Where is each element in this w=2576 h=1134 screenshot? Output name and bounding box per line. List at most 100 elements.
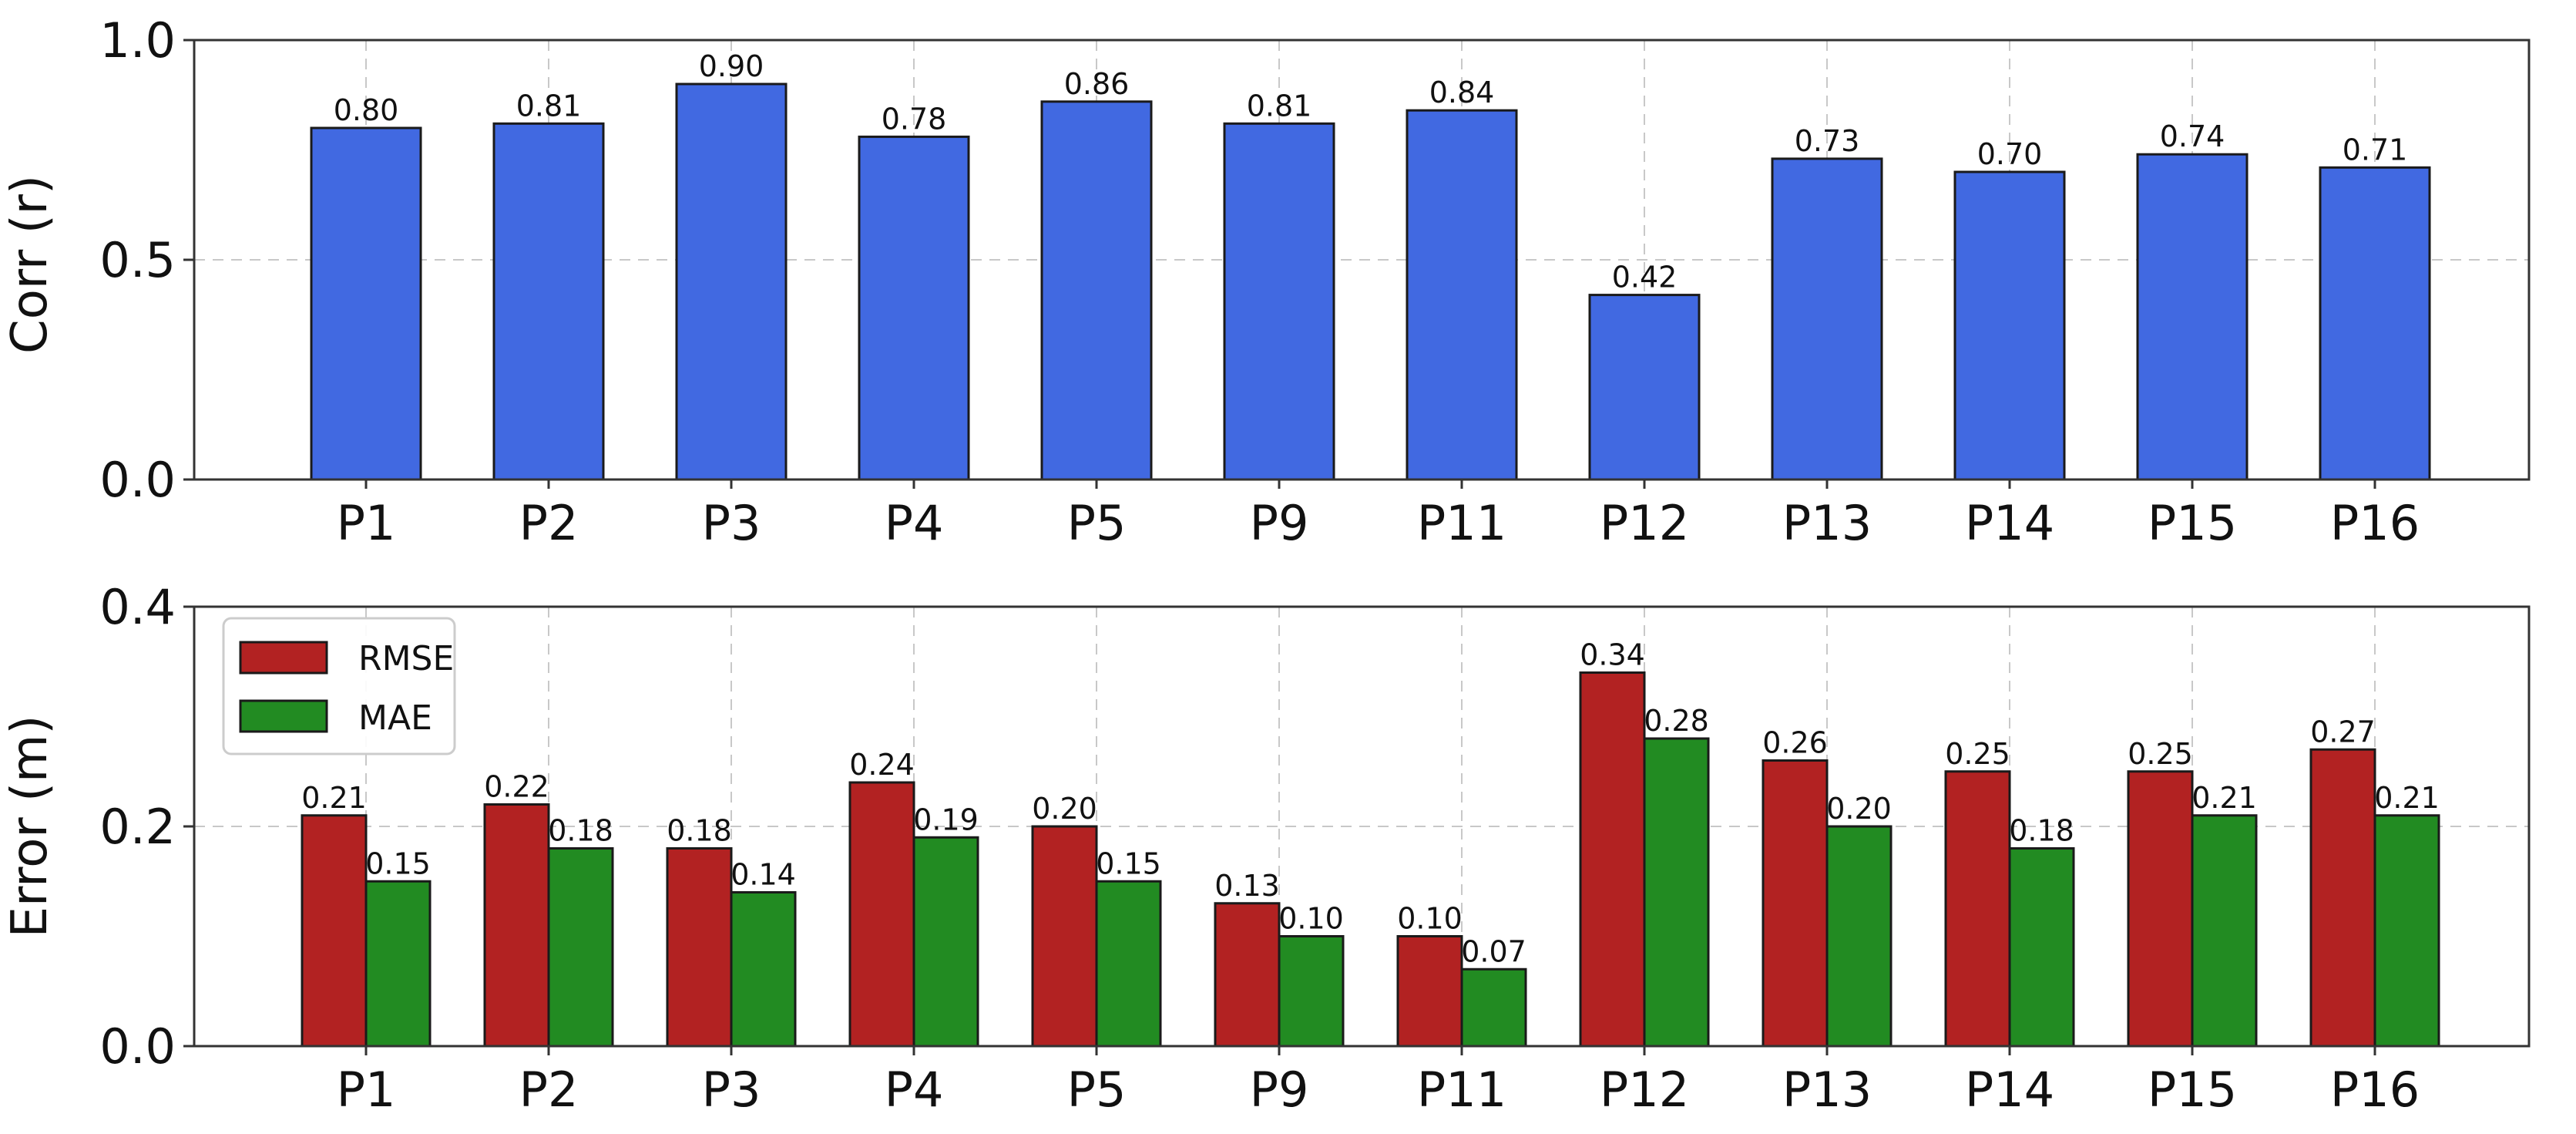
error-bar-mae [364,880,432,1048]
error-bar-rmse [1944,770,2011,1048]
error-ytick-label: 0.0 [99,1018,176,1075]
error-bar-mae [1095,880,1162,1048]
corr-bar-value-label: 0.80 [334,93,399,127]
corr-bar-corr-r [1223,122,1335,481]
error-bar-value-label: 0.18 [548,814,613,848]
corr-xtick-label: P9 [1250,495,1309,551]
legend: RMSE MAE [222,617,456,755]
error-bar-rmse [666,847,733,1048]
error-bar-value-label: 0.21 [301,781,367,815]
error-bar-rmse [848,781,915,1048]
corr-bar-value-label: 0.42 [1612,261,1678,294]
legend-label-rmse: RMSE [358,639,454,678]
corr-bar-corr-r [1406,109,1518,481]
error-bar-rmse [1031,825,1098,1048]
error-bar-value-label: 0.25 [1945,737,2010,771]
corr-bar-corr-r [858,135,970,481]
corr-xtick-label: P1 [337,495,396,551]
corr-xtick-label: P4 [885,495,944,551]
corr-xtick-label: P15 [2148,495,2237,551]
error-xtick-label: P2 [519,1062,579,1118]
error-bar-mae [1643,737,1710,1048]
error-xtick-label: P15 [2148,1062,2237,1118]
error-bar-value-label: 0.18 [667,814,732,848]
corr-xtick-label: P5 [1067,495,1127,551]
error-bar-rmse [1762,759,1829,1048]
corr-bar-corr-r [1040,100,1153,481]
corr-ytick-label: 0.5 [99,232,176,288]
corr-bar-corr-r [1588,294,1701,481]
error-bar-value-label: 0.13 [1214,869,1280,903]
error-bar-rmse [2309,748,2376,1048]
error-bar-mae [2008,847,2075,1048]
error-bar-value-label: 0.24 [849,748,915,782]
error-bar-value-label: 0.10 [1397,902,1463,936]
error-xtick-label: P9 [1250,1062,1309,1118]
corr-xtick-label: P13 [1782,495,1872,551]
error-bar-mae [1825,825,1893,1048]
error-bar-rmse [2127,770,2194,1048]
corr-bar-value-label: 0.74 [2160,119,2225,153]
corr-xtick-label: P3 [702,495,761,551]
error-bar-rmse [483,803,550,1048]
corr-ytick-label: 0.0 [99,452,176,508]
corr-bar-corr-r [675,82,788,481]
error-xtick-label: P12 [1600,1062,1689,1118]
corr-bar-corr-r [2136,153,2249,481]
error-bar-rmse [1214,902,1281,1048]
error-bar-value-label: 0.07 [1461,934,1526,968]
corr-bar-value-label: 0.81 [1247,89,1312,123]
error-xtick-label: P16 [2330,1062,2420,1118]
error-xtick-label: P5 [1067,1062,1127,1118]
error-bar-value-label: 0.20 [1032,792,1097,826]
error-bar-value-label: 0.14 [730,858,796,892]
corr-bar-value-label: 0.90 [699,49,764,83]
corr-bar-corr-r [1953,170,2066,481]
error-bar-value-label: 0.15 [1096,846,1161,880]
error-bar-value-label: 0.20 [1826,792,1892,826]
error-bar-mae [1278,935,1345,1048]
error-bar-value-label: 0.22 [484,770,549,804]
corr-bar-value-label: 0.86 [1064,67,1130,101]
legend-label-mae: MAE [358,698,432,738]
error-xtick-label: P13 [1782,1062,1872,1118]
corr-bar-corr-r [310,126,422,481]
error-bar-mae [2191,814,2258,1048]
legend-swatch-rmse [239,641,328,675]
error-xtick-label: P14 [1965,1062,2054,1118]
error-bar-value-label: 0.27 [2310,715,2376,749]
corr-xtick-label: P11 [1417,495,1506,551]
error-bar-mae [2373,814,2440,1048]
corr-xtick-label: P12 [1600,495,1689,551]
corr-bar-corr-r [1771,157,1883,481]
error-bar-value-label: 0.10 [1278,902,1344,936]
error-bar-value-label: 0.28 [1644,704,1709,738]
error-bar-value-label: 0.15 [365,846,431,880]
error-bar-value-label: 0.21 [2374,781,2440,815]
corr-bar-value-label: 0.78 [882,102,947,136]
error-bar-value-label: 0.18 [2009,814,2074,848]
corr-bar-value-label: 0.70 [1977,137,2043,171]
corr-ylabel: Corr (r) [2,175,59,354]
corr-bar-value-label: 0.71 [2343,133,2408,167]
error-ytick-label: 0.2 [99,799,176,855]
error-bar-value-label: 0.19 [913,803,979,836]
corr-bar-value-label: 0.84 [1429,76,1495,109]
error-bar-mae [912,836,979,1048]
error-xtick-label: P3 [702,1062,761,1118]
corr-bar-value-label: 0.81 [516,89,582,123]
error-bar-rmse [1579,671,1646,1048]
error-bar-rmse [1396,935,1463,1048]
error-ytick-label: 0.4 [99,579,176,635]
error-bar-mae [1460,967,1527,1048]
error-bar-value-label: 0.25 [2128,737,2193,771]
error-xtick-label: P1 [337,1062,396,1118]
error-bar-value-label: 0.21 [2191,781,2257,815]
error-bar-mae [730,891,797,1048]
error-ylabel: Error (m) [2,715,59,938]
corr-bar-corr-r [492,122,605,481]
corr-xtick-label: P16 [2330,495,2420,551]
error-bar-value-label: 0.26 [1762,726,1828,760]
corr-xtick-label: P14 [1965,495,2054,551]
